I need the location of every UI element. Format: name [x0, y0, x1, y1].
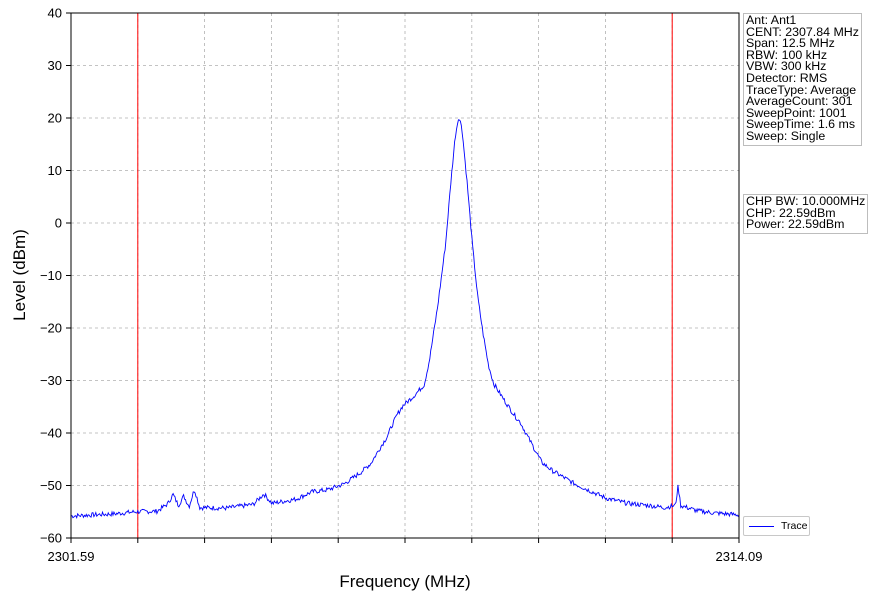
y-tick-label: −50: [40, 478, 62, 493]
legend-trace-label: Trace: [781, 520, 808, 532]
info-line: TraceType: Average: [746, 82, 857, 97]
info-line: SweepTime: 1.6 ms: [746, 117, 856, 132]
info-line: RBW: 100 kHz: [746, 47, 828, 62]
info-line: Sweep: Single: [746, 128, 826, 143]
info-line: Detector: RMS: [746, 70, 828, 85]
trace-layer: [70, 119, 740, 519]
trace-line: [70, 119, 740, 519]
x-tick-label-start: 2301.59: [48, 549, 95, 564]
power-line: CHP: 22.59dBm: [746, 205, 836, 220]
measurement-info-box: Ant: Ant1 CENT: 2307.84 MHz Span: 12.5 M…: [743, 13, 862, 146]
info-line: VBW: 300 kHz: [746, 59, 827, 74]
power-line: CHP BW: 10.000MHz: [746, 194, 866, 208]
ticks: 40 30 20 10 0 −10 −20 −30 −40 −50 −60 2301.59 2314.0…: [40, 6, 763, 565]
y-tick-label: 30: [48, 58, 62, 73]
y-tick-label: 20: [48, 111, 62, 126]
y-tick-label: 40: [48, 6, 62, 21]
info-line: CENT: 2307.84 MHz: [746, 24, 859, 39]
grid: [71, 13, 739, 538]
y-tick-label: −40: [40, 426, 62, 441]
legend-trace-swatch: [749, 526, 774, 527]
x-axis-title: Frequency (MHz): [339, 572, 470, 591]
x-tick-label-end: 2314.09: [716, 549, 763, 564]
y-tick-label: 10: [48, 163, 62, 178]
marker-lines: [137, 13, 673, 538]
y-tick-label: 0: [55, 216, 62, 231]
channel-power-box: CHP BW: 10.000MHz CHP: 22.59dBm Power: 2…: [743, 194, 869, 234]
y-axis-title: Level (dBm): [10, 229, 29, 321]
y-tick-label: −60: [40, 531, 62, 546]
y-tick-label: −30: [40, 373, 62, 388]
info-line: Span: 12.5 MHz: [746, 36, 835, 51]
legend: Trace: [743, 516, 810, 536]
y-tick-label: −10: [40, 268, 62, 283]
power-line: Power: 22.59dBm: [746, 217, 845, 232]
info-line: SweepPoint: 1001: [746, 105, 847, 120]
y-tick-label: −20: [40, 321, 62, 336]
info-line: Ant: Ant1: [746, 13, 797, 27]
info-line: AverageCount: 301: [746, 94, 853, 109]
